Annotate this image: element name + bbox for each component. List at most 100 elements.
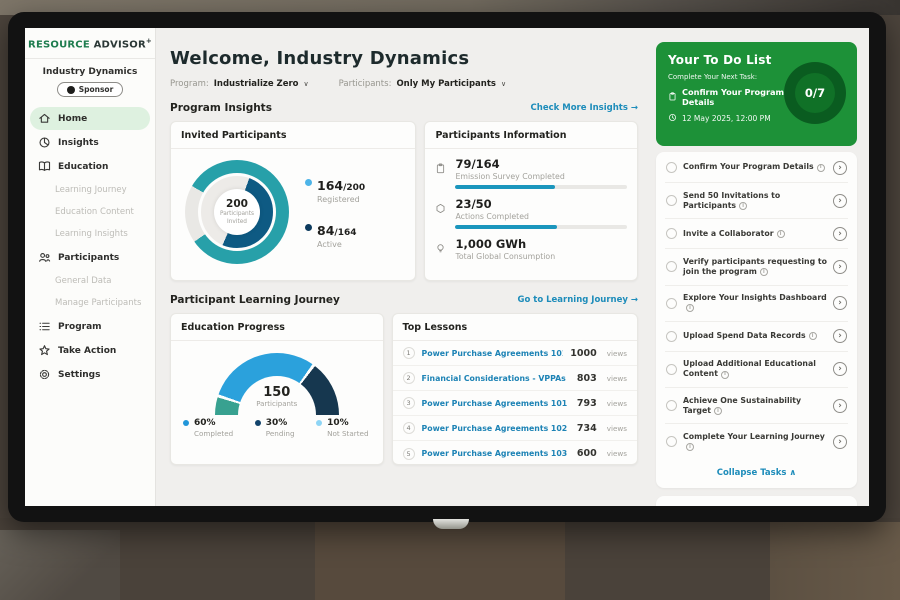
chevron-right-icon[interactable]: › [833, 259, 847, 274]
sidebar-item-education-content[interactable]: Education Content [55, 207, 134, 218]
main-content: Welcome, Industry Dynamics Program: Indu… [156, 28, 649, 506]
legend-percent: 10% [327, 418, 349, 428]
chevron-right-icon[interactable]: › [833, 398, 847, 413]
sidebar-item-education[interactable]: Education [30, 155, 150, 178]
todo-item[interactable]: Invite a Collaborator i › [665, 219, 848, 250]
info-icon[interactable]: i [739, 201, 748, 210]
go-to-learning-journey-link[interactable]: Go to Learning Journey → [517, 295, 638, 305]
collapse-tasks-link[interactable]: Collapse Tasks ∧ [665, 460, 848, 487]
check-more-insights-link[interactable]: Check More Insights → [531, 103, 638, 113]
todo-item[interactable]: Explore Your Insights Dashboard i › [665, 286, 848, 322]
sidebar-item-program[interactable]: Program [30, 315, 150, 338]
recent-news-card: Recent News [656, 495, 857, 506]
info-icon[interactable]: i [686, 443, 694, 452]
chevron-right-icon[interactable]: › [833, 160, 847, 175]
info-icon[interactable]: i [714, 406, 723, 415]
lesson-row: 1 Power Purchase Agreements 101 1000 view… [392, 341, 637, 366]
link-label: Go to Learning Journey [517, 295, 628, 305]
sidebar-item-learning-insights[interactable]: Learning Insights [55, 229, 128, 240]
sponsor-badge[interactable]: Sponsor [56, 82, 124, 98]
todo-item-label: Confirm Your Program Details [683, 162, 814, 172]
checkbox[interactable] [666, 363, 677, 375]
sidebar-item-general-data[interactable]: General Data [55, 276, 112, 287]
todo-item[interactable]: Achieve One Sustainability Target i › [665, 388, 848, 425]
sidebar-item-home[interactable]: Home [30, 107, 150, 131]
legend-dot [254, 420, 261, 426]
sidebar-item-participants[interactable]: Participants [30, 246, 150, 269]
chevron-right-icon[interactable]: › [833, 193, 847, 208]
sidebar-item-take-action[interactable]: Take Action [30, 339, 150, 362]
info-icon[interactable]: i [808, 332, 817, 341]
todo-item[interactable]: Confirm Your Program Details i › [665, 153, 848, 183]
todo-subtitle: Complete Your Next Task: [668, 73, 758, 81]
checkbox[interactable] [666, 195, 677, 207]
chevron-right-icon[interactable]: › [833, 362, 847, 377]
program-filter[interactable]: Program: Industrialize Zero ∨ [170, 79, 309, 89]
todo-item-label: Complete Your Learning Journey [683, 431, 825, 441]
actions-icon [435, 197, 447, 229]
checkbox[interactable] [666, 400, 677, 412]
todo-item[interactable]: Complete Your Learning Journey i › [665, 424, 848, 459]
views-unit: views [606, 373, 627, 383]
lesson-link[interactable]: Power Purchase Agreements 101 [421, 348, 564, 358]
chevron-right-icon[interactable]: › [833, 226, 847, 241]
brand-secondary: ADVISOR [93, 39, 146, 51]
todo-item[interactable]: Send 50 Invitations to Participants i › [665, 183, 848, 220]
info-icon[interactable]: i [686, 304, 694, 313]
todo-item[interactable]: Verify participants requesting to join t… [665, 249, 848, 286]
todo-hero-card: Your To Do List Complete Your Next Task:… [656, 42, 857, 146]
checkbox[interactable] [666, 228, 677, 240]
rank-badge: 2 [402, 372, 415, 384]
education-progress-card: Education Progress 150 Participants 60% … [170, 313, 384, 465]
info-icon[interactable]: i [720, 370, 729, 379]
legend-pending: 30% Pending [254, 418, 295, 438]
checkbox[interactable] [666, 162, 677, 173]
todo-item[interactable]: Upload Spend Data Records i › [665, 322, 848, 352]
chevron-right-icon[interactable]: › [833, 296, 847, 311]
checkbox[interactable] [666, 330, 677, 342]
legend-dot [183, 420, 189, 426]
survey-icon [435, 157, 447, 189]
views-count: 734 [576, 422, 597, 434]
participants-filter-value: Only My Participants [396, 79, 496, 89]
gauge-center-label: Participants [256, 400, 298, 408]
views-count: 803 [576, 372, 597, 384]
sidebar-item-learning-journey[interactable]: Learning Journey [55, 185, 127, 196]
todo-list-card: Confirm Your Program Details i › Send 50 … [656, 152, 857, 488]
lesson-link[interactable]: Financial Considerations - VPPAs [421, 373, 566, 383]
chevron-right-icon[interactable]: › [833, 434, 847, 449]
donut-center-label: Participants Invited [219, 210, 255, 225]
arrow-right-icon: → [630, 103, 638, 113]
lesson-link[interactable]: Power Purchase Agreements 102 [421, 423, 568, 433]
clipboard-icon [668, 91, 677, 103]
checkbox[interactable] [666, 297, 677, 309]
todo-item-label: Explore Your Insights Dashboard [683, 293, 827, 302]
checkbox[interactable] [666, 261, 677, 273]
legend-value: 84 [317, 223, 335, 238]
participants-filter[interactable]: Participants: Only My Participants ∨ [339, 79, 506, 89]
checkbox[interactable] [666, 436, 677, 448]
sidebar-item-manage-participants[interactable]: Manage Participants [55, 298, 142, 309]
sidebar-item-settings[interactable]: Settings [30, 363, 150, 386]
info-icon[interactable]: i [759, 268, 768, 277]
views-unit: views [606, 348, 627, 358]
collapse-label: Collapse Tasks [716, 467, 787, 478]
lesson-link[interactable]: Power Purchase Agreements 101 [421, 398, 568, 408]
education-progress-gauge-chart [214, 353, 339, 417]
todo-item-label: Upload Spend Data Records [683, 331, 806, 341]
sidebar-item-insights[interactable]: Insights [30, 131, 150, 154]
participants-filter-label: Participants: [338, 79, 392, 89]
sponsor-icon [66, 85, 75, 94]
link-label: Check More Insights [530, 103, 628, 113]
info-icon[interactable]: i [816, 163, 825, 172]
lesson-row: 2 Financial Considerations - VPPAs 803 vi… [392, 366, 637, 391]
chevron-right-icon[interactable]: › [833, 329, 847, 344]
take-action-icon [38, 344, 51, 357]
info-icon[interactable]: i [776, 229, 785, 238]
todo-item[interactable]: Upload Additional Educational Content i › [665, 352, 848, 388]
lesson-link[interactable]: Power Purchase Agreements 103 [421, 449, 568, 458]
legend-not-started: 10% Not Started [316, 418, 369, 438]
lesson-row: 5 Power Purchase Agreements 103 600 views [393, 441, 637, 464]
sidebar-item-label: Take Action [58, 345, 117, 356]
legend-registered: 164/200 Registered [305, 175, 365, 204]
